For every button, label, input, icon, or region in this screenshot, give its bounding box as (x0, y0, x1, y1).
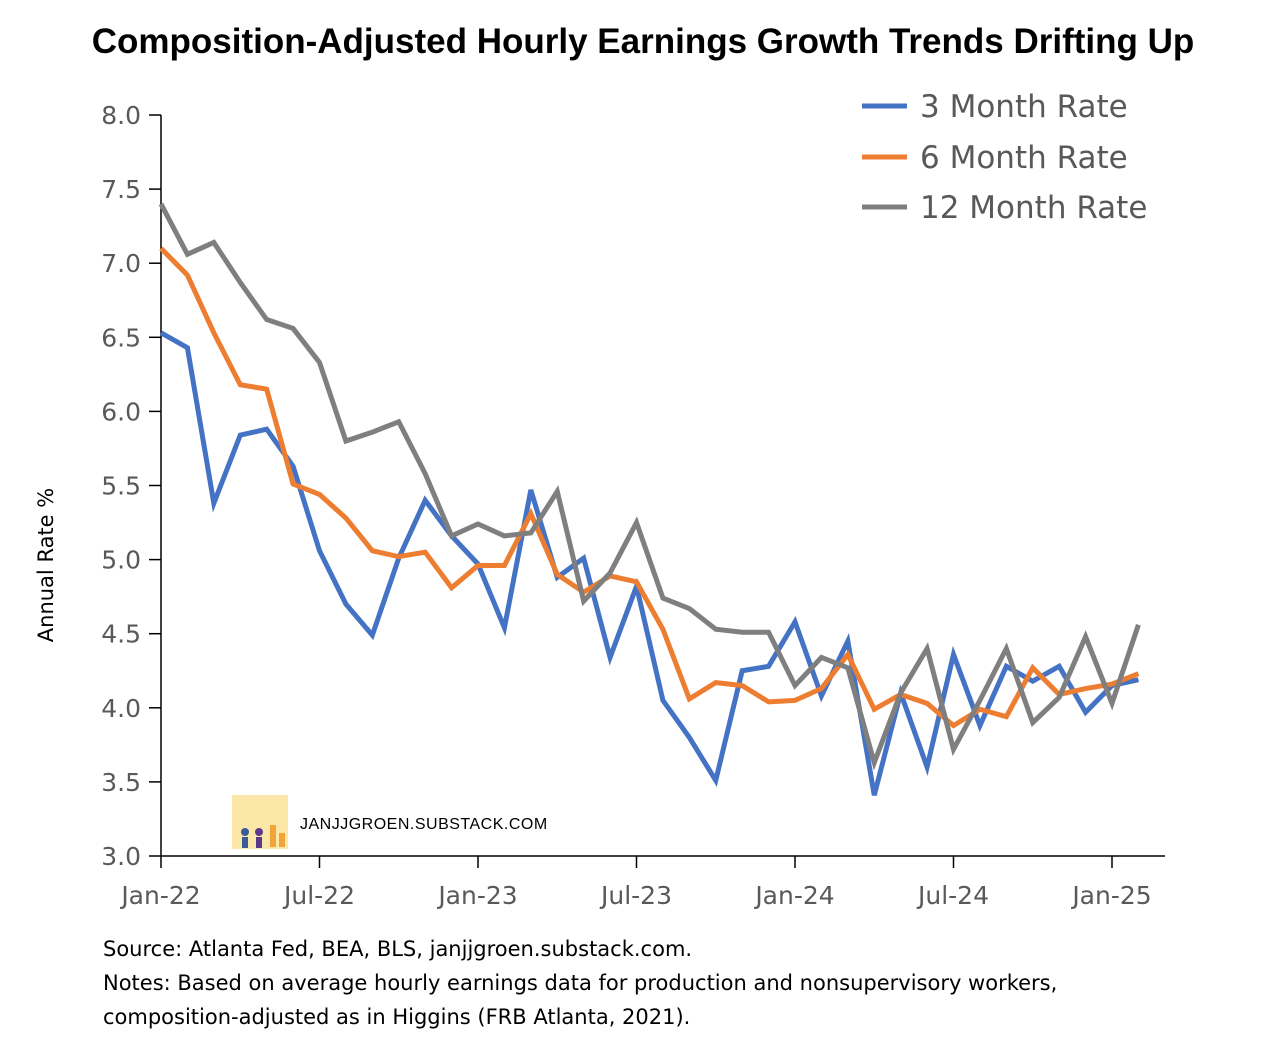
source-note: Source: Atlanta Fed, BEA, BLS, janjjgroe… (103, 937, 692, 961)
series-line-12-month-rate (158, 202, 1141, 771)
watermark-logo (232, 795, 288, 849)
x-tick-label: Jan-23 (436, 881, 517, 910)
y-tick-label: 3.5 (101, 768, 141, 797)
y-tick-label: 5.5 (101, 472, 141, 501)
notes-line-1: Notes: Based on average hourly earnings … (103, 971, 1057, 995)
chart-title: Composition-Adjusted Hourly Earnings Gro… (92, 22, 1195, 61)
x-tick-label: Jul-24 (916, 881, 989, 910)
y-tick-label: 6.0 (101, 397, 141, 426)
logo-figure-icon (255, 828, 263, 836)
x-tick-label: Jul-23 (599, 881, 672, 910)
logo-bar-icon (279, 833, 285, 847)
legend-label-12-month-rate: 12 Month Rate (920, 190, 1147, 226)
legend-label-3-month-rate: 3 Month Rate (920, 89, 1128, 125)
y-tick-label: 6.5 (101, 323, 141, 352)
legend: 3 Month Rate 6 Month Rate 12 Month Rate (862, 89, 1147, 226)
x-tick-label: Jan-24 (753, 881, 834, 910)
x-tick-label: Jan-22 (119, 881, 200, 910)
x-tick-label: Jul-22 (282, 881, 355, 910)
y-tick-label: 8.0 (101, 101, 141, 130)
logo-figure-icon (256, 837, 262, 848)
y-tick-label: 7.0 (101, 249, 141, 278)
notes-line-2: composition-adjusted as in Higgins (FRB … (103, 1005, 690, 1029)
y-tick-label: 4.0 (101, 694, 141, 723)
logo-figure-icon (242, 837, 248, 848)
logo-bar-icon (270, 825, 276, 847)
y-axis-label: Annual Rate % (34, 488, 58, 642)
data-lines (158, 202, 1141, 796)
logo-figure-icon (241, 828, 249, 836)
y-tick-label: 5.0 (101, 546, 141, 575)
legend-label-6-month-rate: 6 Month Rate (920, 140, 1128, 176)
axes: 3.0 3.5 4.0 4.5 5.0 5.5 6.0 6.5 7.0 7.5 8.0 Jan-22 J… (101, 101, 1165, 910)
watermark-site: JANJJGROEN.SUBSTACK.COM (300, 816, 548, 833)
y-tick-label: 3.0 (101, 842, 141, 871)
x-tick-label: Jan-25 (1070, 881, 1151, 910)
y-tick-label: 4.5 (101, 620, 141, 649)
y-tick-label: 7.5 (101, 175, 141, 204)
